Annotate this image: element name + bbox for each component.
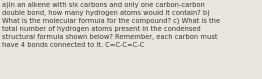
- Text: a)In an alkene with six carbons and only one carbon-carbon
double bond, how many: a)In an alkene with six carbons and only…: [2, 1, 220, 48]
